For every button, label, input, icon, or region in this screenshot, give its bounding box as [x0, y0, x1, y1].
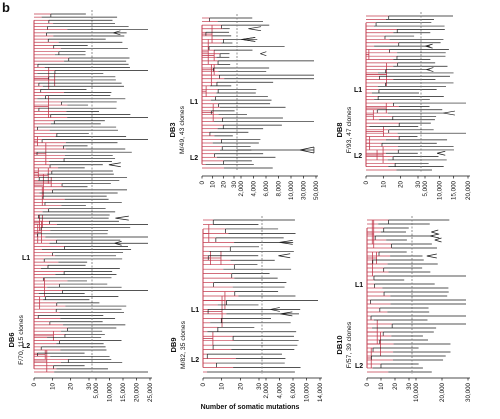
x-tick-label: 0 — [363, 180, 370, 184]
terminal-fork — [280, 311, 293, 317]
x-tick-label: 30 — [231, 180, 238, 187]
x-tick-label: 30 — [86, 382, 93, 389]
x-tick-label: 5,000 — [422, 180, 429, 196]
donor-info: M/49, 43 clones — [179, 105, 186, 154]
terminal-fork — [248, 26, 262, 32]
lineage-label-l2: L2 — [355, 363, 363, 370]
x-tick-label: 20 — [220, 180, 227, 187]
x-tick-label: 10 — [380, 180, 387, 187]
x-tick-label: 10 — [219, 382, 226, 389]
terminal-fork — [108, 162, 121, 168]
lineage-label-l2: L2 — [22, 343, 30, 350]
terminal-fork — [115, 215, 129, 221]
x-tick-label: 0 — [364, 382, 371, 386]
x-tick-label: 4,000 — [277, 382, 284, 398]
terminal-fork — [113, 30, 121, 36]
x-tick-label: 0 — [199, 180, 206, 184]
tree-panel-db6: 0 10 20 30 5,000 10,000 15,000 20,000 25,000 L1 L2… — [7, 10, 154, 402]
terminal-fork — [260, 51, 267, 57]
x-tick-label: 4,000 — [251, 180, 258, 196]
panel-letter: b — [2, 0, 10, 15]
terminal-fork — [430, 233, 440, 239]
x-tick-label: 10,000 — [304, 382, 311, 401]
lineage-label-l2: L2 — [354, 153, 362, 160]
x-tick-label: 50,000 — [313, 180, 320, 199]
lineage-label-l1: L1 — [22, 255, 30, 262]
donor-name: DB8 — [335, 122, 344, 137]
x-tick-label: 20,000 — [134, 382, 141, 401]
x-tick-label: 30,000 — [301, 180, 308, 199]
x-tick-label: 10 — [210, 180, 217, 187]
terminal-fork — [426, 67, 434, 72]
terminal-fork — [270, 307, 280, 312]
x-tick-label: 30 — [256, 382, 263, 389]
x-tick-label: 10,000 — [436, 180, 443, 199]
x-tick-label: 2,000 — [263, 382, 270, 398]
lineage-label-l2: L2 — [191, 357, 199, 364]
donor-info: F/93, 47 clones — [346, 106, 353, 153]
tree-panel-db10: 0 10 20 30 10,000 20,000 30,000 L1 L2 DB10 F/57, 3… — [335, 216, 472, 402]
x-tick-label: 8,000 — [276, 180, 283, 196]
terminal-fork — [436, 150, 446, 156]
x-tick-label: 10,000 — [413, 382, 420, 401]
terminal-fork — [241, 37, 255, 42]
x-tick-label: 10,000 — [288, 180, 295, 199]
terminal-fork — [278, 253, 291, 259]
x-tick-label: 10 — [49, 382, 56, 389]
x-tick-label: 15,000 — [451, 180, 458, 199]
terminal-fork — [443, 110, 455, 116]
x-tick-label: 20,000 — [465, 180, 472, 199]
donor-name: DB9 — [169, 337, 178, 352]
tree-panel-db8: 0 10 20 30 5,000 10,000 15,000 20,000 L1 L2 DB8 F/9… — [335, 12, 472, 200]
x-tick-label: 5,000 — [93, 382, 100, 398]
tree-panel-db3: 0 10 20 30 2,000 4,000 6,000 8,000 10,000 30,000 5… — [168, 14, 320, 200]
x-tick-label: 2,000 — [238, 180, 245, 196]
x-tick-label: 0 — [31, 382, 38, 386]
x-tick-label: 14,000 — [317, 382, 324, 401]
x-tick-label: 20,000 — [439, 382, 446, 401]
lineage-label-l1: L1 — [354, 87, 362, 94]
x-tick-label: 20 — [398, 180, 405, 187]
lineage-label-l1: L1 — [190, 99, 198, 106]
x-tick-label: 15,000 — [120, 382, 127, 401]
x-axis-title: Number of somatic mutations — [200, 404, 300, 411]
donor-name: DB3 — [168, 122, 177, 137]
terminal-fork — [114, 240, 122, 246]
x-tick-label: 25,000 — [147, 382, 154, 401]
donor-name: DB10 — [335, 335, 344, 354]
x-tick-label: 6,000 — [290, 382, 297, 398]
x-tick-label: 10 — [378, 382, 385, 389]
donor-info: F/70, 115 clones — [18, 315, 25, 365]
x-tick-label: 30 — [406, 382, 413, 389]
x-tick-label: 20 — [237, 382, 244, 389]
outlier-fork — [299, 146, 315, 154]
donor-name: DB6 — [7, 332, 16, 347]
x-tick-label: 20 — [392, 382, 399, 389]
x-tick-label: 20 — [68, 382, 75, 389]
lineage-label-l2: L2 — [190, 155, 198, 162]
terminal-fork — [426, 253, 437, 259]
terminal-fork — [431, 229, 439, 235]
x-tick-label: 6,000 — [263, 180, 270, 196]
tree-panel-db9: 0 10 20 30 2,000 4,000 6,000 10,000 14,000 L1 L2 DB… — [169, 216, 324, 402]
lineage-label-l1: L1 — [355, 282, 363, 289]
terminal-fork — [434, 237, 442, 243]
x-tick-label: 30,000 — [465, 382, 472, 401]
donor-info: F/57, 39 clones — [346, 321, 353, 368]
terminal-fork — [279, 240, 293, 245]
donor-info: M/82, 35 clones — [180, 320, 187, 369]
x-tick-label: 10,000 — [107, 382, 114, 401]
x-tick-label: 30 — [415, 180, 422, 187]
x-tick-label: 0 — [200, 382, 207, 386]
lineage-label-l1: L1 — [191, 307, 199, 314]
terminal-fork — [425, 43, 433, 49]
